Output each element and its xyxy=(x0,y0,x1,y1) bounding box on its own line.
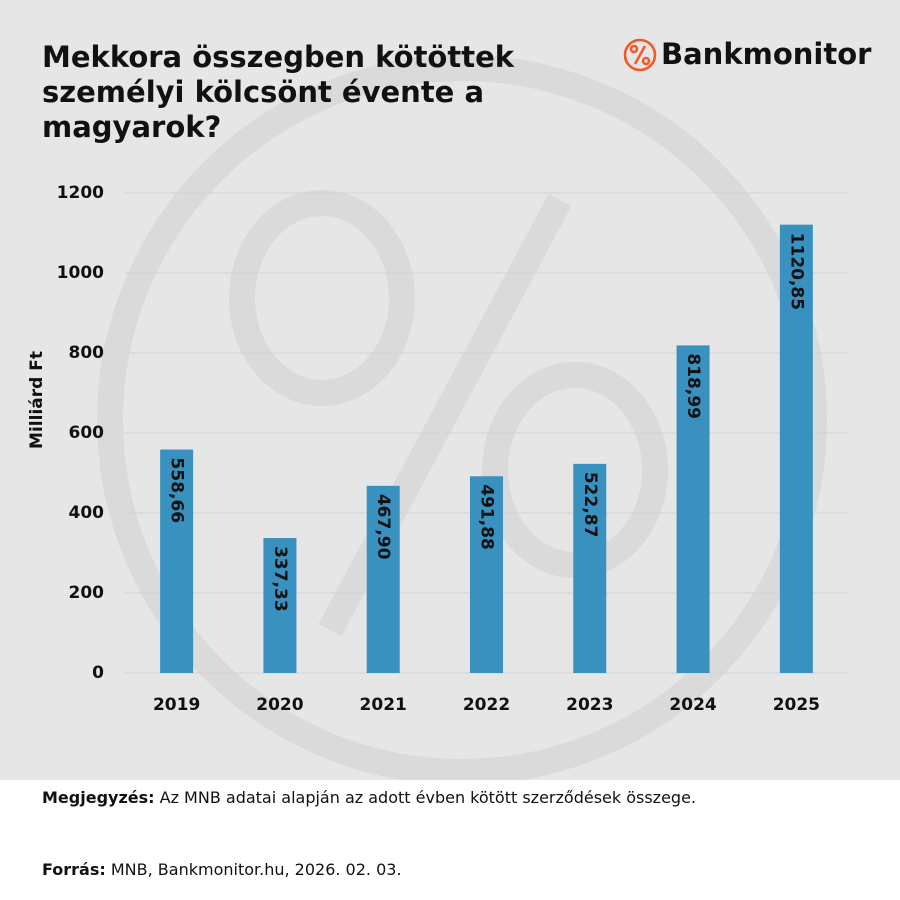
x-tick-label: 2022 xyxy=(463,695,510,715)
bar xyxy=(263,538,297,673)
y-tick-label: 1200 xyxy=(57,183,104,203)
value-label: 558,66 xyxy=(167,458,187,524)
x-tick-label: 2023 xyxy=(566,695,613,715)
x-tick-label: 2025 xyxy=(773,695,820,715)
bar xyxy=(779,224,813,673)
value-label: 467,90 xyxy=(373,494,393,560)
logo-icon xyxy=(623,38,657,72)
bar xyxy=(470,476,503,673)
value-label: 1120,85 xyxy=(786,233,806,310)
y-tick-label: 0 xyxy=(92,663,104,683)
value-label: 818,99 xyxy=(683,353,703,419)
y-tick-label: 200 xyxy=(69,583,105,603)
x-tick-label: 2024 xyxy=(669,695,716,715)
note-text: Az MNB adatai alapján az adott évben köt… xyxy=(159,788,697,807)
value-label: 337,33 xyxy=(270,546,290,612)
source-label: Forrás: xyxy=(42,860,106,879)
brand: Bankmonitor xyxy=(661,37,872,71)
note: Megjegyzés: Az MNB adatai alapján az ado… xyxy=(42,788,696,807)
y-tick-label: 600 xyxy=(69,423,105,443)
x-tick-label: 2020 xyxy=(256,695,303,715)
y-axis-title: Milliárd Ft xyxy=(27,351,47,449)
value-label: 522,87 xyxy=(580,472,600,538)
y-tick-label: 400 xyxy=(69,503,105,523)
y-tick-label: 1000 xyxy=(57,263,104,283)
value-label: 491,88 xyxy=(477,484,497,550)
chart: Bankmonitor Milliárd Ft 0 200 400 600 800 100… xyxy=(27,37,872,780)
y-tick-label: 800 xyxy=(69,343,105,363)
source: Forrás: MNB, Bankmonitor.hu, 2026. 02. 0… xyxy=(42,860,402,879)
x-tick-label: 2019 xyxy=(153,695,200,715)
bar xyxy=(676,345,710,673)
chart-title: Mekkora összegben kötöttek személyi kölc… xyxy=(42,40,515,144)
bar xyxy=(366,485,400,673)
x-tick-label: 2021 xyxy=(360,695,407,715)
bar xyxy=(573,463,607,673)
watermark xyxy=(97,55,827,780)
bar xyxy=(160,449,194,673)
source-text: MNB, Bankmonitor.hu, 2026. 02. 03. xyxy=(110,860,402,879)
note-label: Megjegyzés: xyxy=(42,788,155,807)
